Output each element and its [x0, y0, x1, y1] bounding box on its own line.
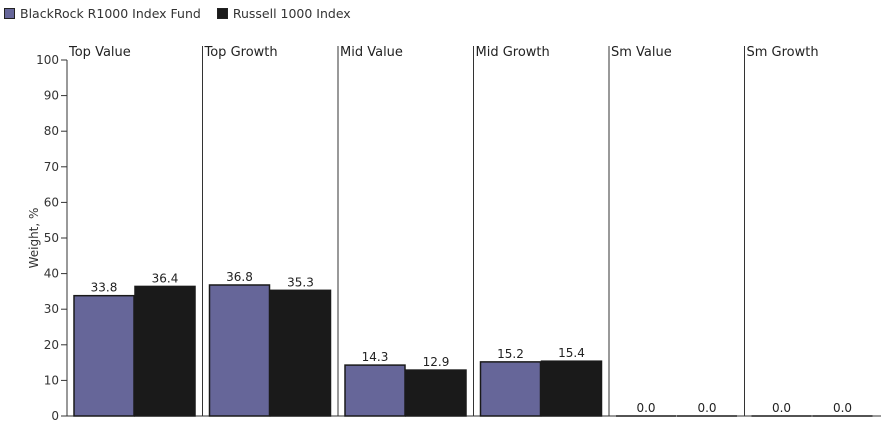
legend-item-russell: Russell 1000 Index	[216, 5, 351, 21]
y-tick-label: 100	[36, 53, 59, 67]
data-label: 36.4	[152, 271, 179, 285]
data-label: 14.3	[362, 350, 389, 364]
y-tick-label: 90	[44, 89, 59, 103]
y-tick-label: 40	[44, 267, 59, 281]
data-label: 0.0	[833, 401, 852, 415]
bar	[73, 294, 135, 417]
data-label: 36.8	[226, 270, 253, 284]
bar	[479, 361, 542, 417]
y-tick-label: 30	[44, 302, 59, 316]
category-label: Mid Growth	[476, 45, 550, 60]
y-tick-label: 0	[51, 409, 59, 423]
category-label: Mid Value	[340, 45, 403, 60]
legend-label-blackrock: BlackRock R1000 Index Fund	[20, 5, 201, 21]
y-tick-label: 10	[44, 373, 59, 387]
data-label: 15.2	[497, 347, 524, 361]
data-label: 0.0	[697, 401, 716, 415]
data-label: 0.0	[636, 401, 655, 415]
data-label: 12.9	[423, 355, 450, 369]
legend-swatch-russell	[216, 7, 228, 19]
y-tick-label: 50	[44, 231, 59, 245]
data-label: 33.8	[91, 281, 118, 295]
y-tick-label: 70	[44, 160, 59, 174]
legend-item-blackrock: BlackRock R1000 Index Fund	[4, 6, 201, 21]
y-axis-label: Weight, %	[27, 208, 41, 269]
y-tick-label: 80	[44, 124, 59, 138]
bar	[208, 284, 271, 417]
category-label: Sm Growth	[747, 45, 819, 60]
category-label: Top Value	[68, 45, 131, 60]
y-tick-label: 20	[44, 338, 59, 352]
bar	[344, 364, 406, 417]
bar	[134, 285, 196, 417]
bar	[405, 369, 467, 417]
category-label: Top Growth	[204, 45, 278, 60]
data-label: 35.3	[287, 275, 314, 289]
bar	[540, 360, 603, 417]
data-label: 0.0	[772, 401, 791, 415]
category-label: Sm Value	[611, 45, 672, 60]
bar	[269, 289, 332, 417]
legend-swatch-blackrock	[4, 7, 15, 19]
legend: BlackRock R1000 Index Fund Russell 1000 …	[4, 4, 367, 22]
y-tick-label: 60	[44, 195, 59, 209]
legend-label-russell: Russell 1000 Index	[232, 5, 351, 21]
data-label: 15.4	[558, 346, 585, 360]
